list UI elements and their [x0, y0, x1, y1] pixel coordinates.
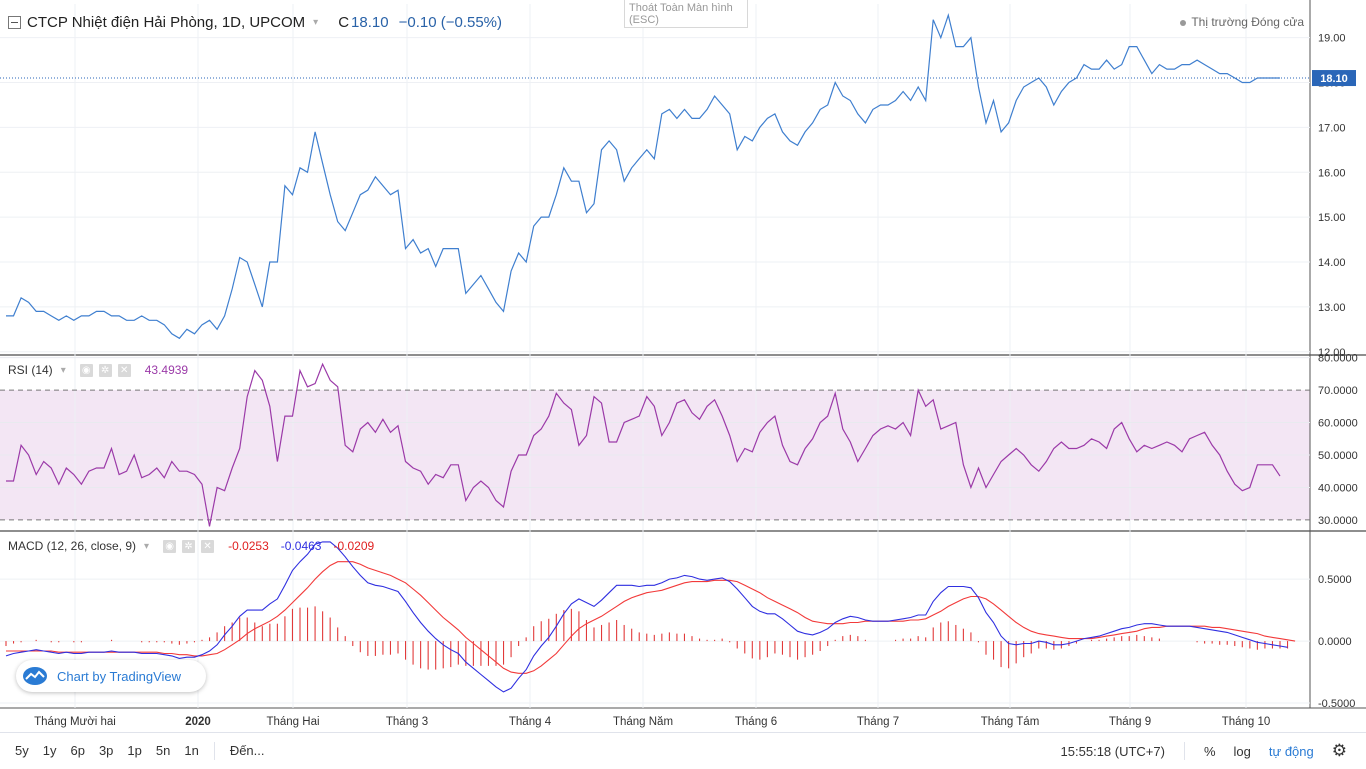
macd-legend: MACD (12, 26, close, 9) ▾ ◉ ✲ ✕ -0.0253 …	[8, 539, 374, 553]
macd-series-line	[5, 541, 1288, 693]
macd-value-2: -0.0463	[280, 539, 322, 553]
macd-value-1: -0.0253	[228, 539, 269, 553]
x-tick-label: Tháng 7	[857, 716, 899, 728]
x-tick-label: Tháng Năm	[613, 716, 673, 728]
y-tick-label: 15.00	[1318, 212, 1346, 224]
macd-value-3: -0.0209	[333, 539, 375, 553]
x-tick-label: Tháng 6	[735, 716, 777, 728]
rsi-legend: RSI (14) ▾ ◉ ✲ ✕ 43.4939	[8, 363, 188, 377]
clock-timezone[interactable]: 15:55:18 (UTC+7)	[1060, 743, 1165, 759]
collapse-icon[interactable]	[8, 16, 21, 29]
tradingview-logo[interactable]: Chart by TradingView	[16, 660, 206, 692]
range-1d-button[interactable]: 1n	[184, 743, 199, 758]
eye-icon[interactable]: ◉	[79, 363, 93, 377]
gear-icon[interactable]: ⚙	[1331, 741, 1347, 760]
price-series-line	[6, 13, 1280, 340]
divider	[1183, 742, 1185, 760]
settings-icon[interactable]: ✲	[182, 539, 196, 553]
y-tick-label: 13.00	[1318, 302, 1346, 314]
grid-lines	[0, 0, 1366, 709]
esc-hint-line2: (ESC)	[629, 14, 659, 26]
signal-series-line	[6, 561, 1296, 674]
percent-scale-button[interactable]: %	[1203, 743, 1216, 759]
settings-icon[interactable]: ✲	[98, 363, 112, 377]
y-tick-label: 50.0000	[1318, 450, 1358, 462]
x-tick-label: 2020	[185, 716, 211, 728]
last-price-label: 18.10	[1320, 73, 1348, 85]
range-1m-button[interactable]: 1p	[127, 743, 142, 758]
chevron-down-icon[interactable]: ▾	[60, 364, 66, 376]
tradingview-logo-icon	[23, 667, 47, 685]
y-tick-label: 70.0000	[1318, 385, 1358, 397]
x-tick-label: Tháng Hai	[266, 716, 319, 728]
x-tick-label: Tháng 10	[1222, 716, 1271, 728]
close-icon[interactable]: ✕	[201, 539, 215, 553]
y-tick-label: 80.0000	[1318, 353, 1358, 365]
axis-labels: Tháng Mười hai 2020 Tháng Hai Tháng 3 Tháng …	[34, 33, 1358, 728]
auto-scale-button[interactable]: tự động	[1268, 743, 1314, 759]
y-tick-label: 17.00	[1318, 122, 1346, 134]
range-1y-button[interactable]: 1y	[42, 743, 57, 758]
bottom-toolbar: 5y 1y 6p 3p 1p 5n 1n Đến... 15:55:18 (UT…	[0, 732, 1366, 768]
macd-title[interactable]: MACD (12, 26, close, 9)	[8, 539, 137, 553]
range-5y-button[interactable]: 5y	[15, 743, 29, 758]
y-tick-label: 30.0000	[1318, 515, 1358, 527]
eye-icon[interactable]: ◉	[163, 539, 177, 553]
market-status-text: Thị trường Đóng cửa	[1191, 15, 1304, 29]
log-scale-button[interactable]: log	[1233, 743, 1251, 759]
exit-fullscreen-hint[interactable]: Thoát Toàn Màn hình (ESC)	[624, 0, 748, 28]
y-tick-label: 0.5000	[1318, 574, 1352, 586]
chevron-down-icon[interactable]: ▾	[144, 540, 150, 552]
y-tick-label: -0.5000	[1318, 698, 1355, 710]
rsi-value: 43.4939	[144, 363, 189, 377]
y-tick-label: 40.0000	[1318, 482, 1358, 494]
x-tick-label: Tháng 9	[1109, 716, 1151, 728]
x-tick-label: Tháng Tám	[981, 716, 1040, 728]
y-tick-label: 19.00	[1318, 33, 1346, 45]
close-value: 18.10	[351, 14, 389, 31]
esc-hint-line1: Thoát Toàn Màn hình	[629, 2, 733, 14]
rsi-series-line	[6, 362, 1281, 527]
symbol-title[interactable]: CTCP Nhiệt điện Hải Phòng, 1D, UPCOM	[27, 14, 306, 31]
divider	[213, 741, 215, 760]
y-tick-label: 60.0000	[1318, 418, 1358, 430]
range-5d-button[interactable]: 5n	[155, 743, 171, 758]
y-tick-label: 12.00	[1318, 347, 1346, 359]
x-tick-label: Tháng 3	[386, 716, 428, 728]
y-tick-label: 0.0000	[1318, 636, 1352, 648]
range-3m-button[interactable]: 3p	[98, 743, 114, 758]
range-6m-button[interactable]: 6p	[70, 743, 85, 758]
x-tick-label: Tháng Mười hai	[34, 716, 116, 728]
close-prefix: C	[338, 14, 350, 31]
status-dot-icon	[1180, 19, 1187, 26]
bottom-right-controls: 15:55:18 (UTC+7) % log tự động ⚙	[1054, 733, 1354, 769]
price-change: −0.10 (−0.55%)	[398, 14, 502, 31]
chart-series	[0, 13, 1310, 693]
chevron-down-icon[interactable]: ▾	[313, 17, 319, 28]
rsi-title[interactable]: RSI (14)	[8, 363, 53, 377]
y-tick-label: 16.00	[1318, 167, 1346, 179]
logo-text: Chart by TradingView	[57, 668, 182, 684]
close-icon[interactable]: ✕	[117, 363, 131, 377]
y-tick-label: 14.00	[1318, 257, 1346, 269]
market-status: Thị trường Đóng cửa	[1180, 15, 1304, 29]
last-price-badge	[1312, 70, 1356, 87]
x-tick-label: Tháng 4	[509, 716, 552, 728]
chart-header: CTCP Nhiệt điện Hải Phòng, 1D, UPCOM ▾ C…	[8, 14, 502, 31]
goto-date-button[interactable]: Đến...	[229, 743, 265, 758]
